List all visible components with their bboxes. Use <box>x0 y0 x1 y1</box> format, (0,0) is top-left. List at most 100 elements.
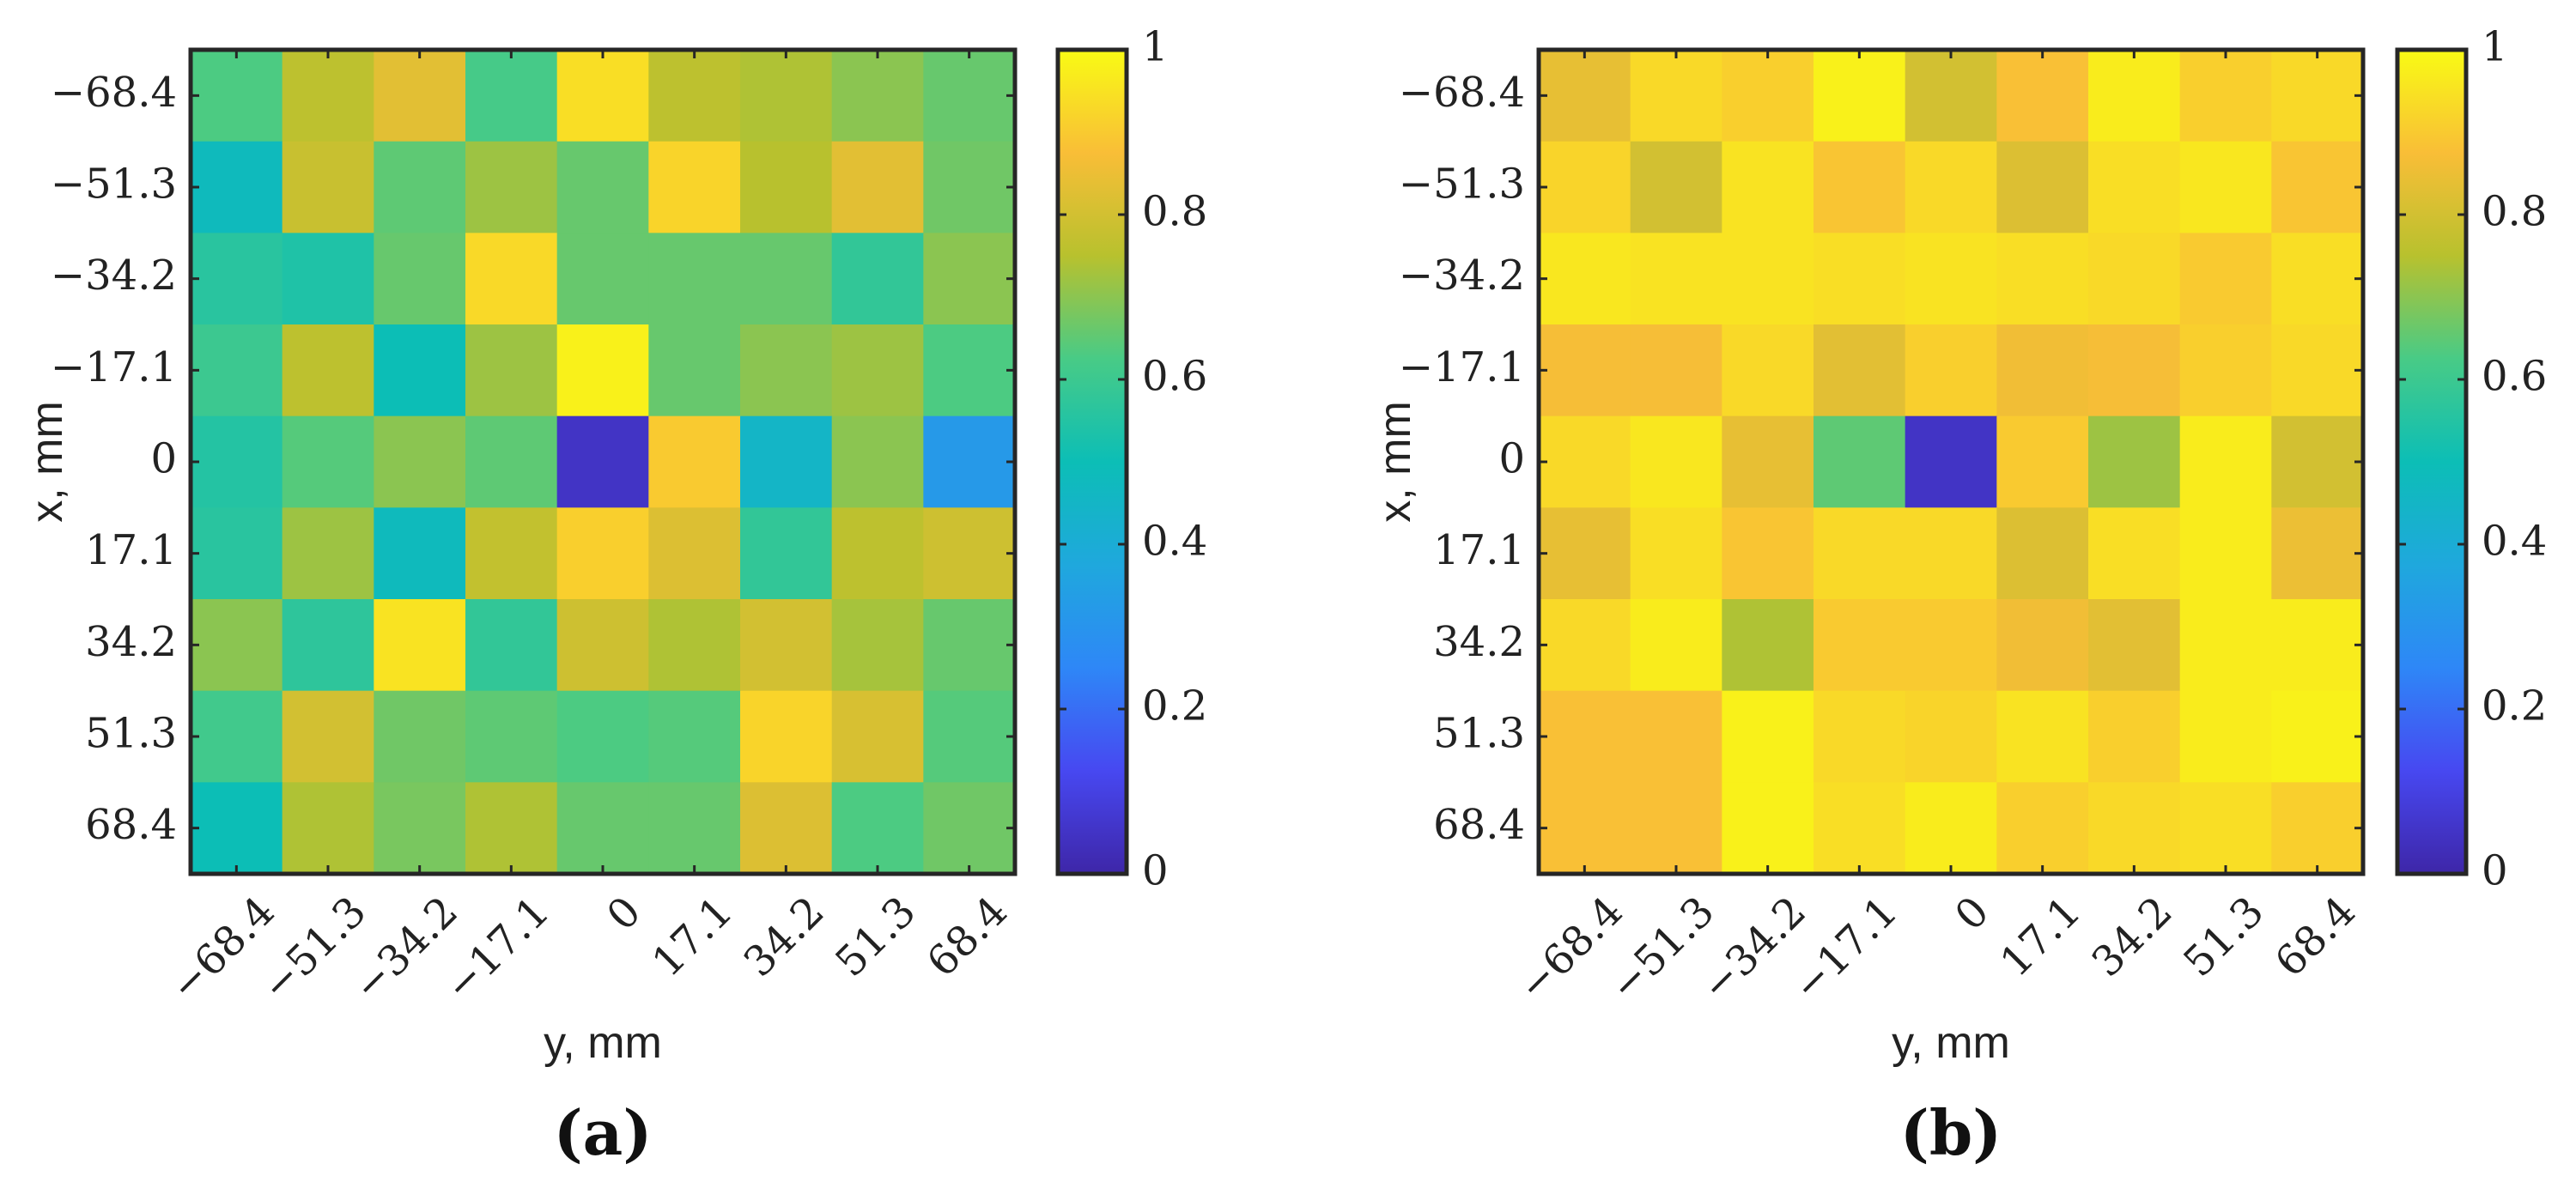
heatmap-cell <box>1814 50 1906 142</box>
heatmap-cell <box>2179 141 2272 233</box>
heatmap-cell <box>740 415 833 508</box>
heatmap-cell <box>648 690 741 783</box>
heatmap-cell <box>2271 50 2364 142</box>
heatmap-cell <box>923 690 1016 783</box>
heatmap-cell <box>1722 599 1814 692</box>
heatmap-cell <box>1539 782 1631 875</box>
heatmap-cell <box>1996 782 2089 875</box>
heatmap-cell <box>1630 50 1722 142</box>
heatmap-cell <box>2271 599 2364 692</box>
colorbar-tick-label: 0.8 <box>1142 188 1207 236</box>
x-tick-label: −34.2 <box>343 888 467 1011</box>
y-tick-label: 51.3 <box>85 710 177 758</box>
heatmap-cell <box>1539 599 1631 692</box>
heatmap-cell <box>2271 507 2364 600</box>
x-axis-label: y, mm <box>544 1018 662 1068</box>
colorbar <box>2395 47 2469 876</box>
heatmap-cell <box>1722 415 1814 508</box>
heatmap-cell <box>1905 690 1997 783</box>
heatmap-cell <box>1814 233 1906 325</box>
heatmap-cell <box>648 324 741 417</box>
heatmap-cell <box>282 324 374 417</box>
heatmap-cell <box>374 782 466 875</box>
heatmap-cell <box>556 324 649 417</box>
heatmap-cell <box>740 141 833 233</box>
y-tick-label: −34.2 <box>1399 252 1525 300</box>
heatmap-cell <box>1814 324 1906 417</box>
heatmap-cell <box>1630 690 1722 783</box>
heatmap-cell <box>374 233 466 325</box>
x-tick-label: 0 <box>1946 888 1998 940</box>
heatmap-cell <box>740 690 833 783</box>
y-tick-label: −68.4 <box>51 69 177 117</box>
heatmap-cell <box>1539 324 1631 417</box>
heatmap-cell <box>1722 690 1814 783</box>
heatmap-cell <box>2271 233 2364 325</box>
heatmap-cell <box>1996 507 2089 600</box>
heatmap-cell <box>1722 324 1814 417</box>
heatmap-cell <box>1722 782 1814 875</box>
heatmap-cell <box>2271 415 2364 508</box>
x-tick-label: 68.4 <box>918 888 1017 986</box>
heatmap-cell <box>374 507 466 600</box>
heatmap-cell <box>556 415 649 508</box>
heatmap-cell <box>923 324 1016 417</box>
heatmap-cell <box>740 324 833 417</box>
heatmap-cell <box>923 141 1016 233</box>
panel-label: (b) <box>1900 1096 2002 1169</box>
heatmap-cell <box>740 782 833 875</box>
heatmap-cell <box>1814 690 1906 783</box>
y-axis-label: x, mm <box>22 401 72 523</box>
heatmap-cell <box>1630 141 1722 233</box>
heatmap-cell <box>1630 415 1722 508</box>
heatmap-cell <box>2088 233 2181 325</box>
heatmap-cell <box>465 324 558 417</box>
heatmap-cell <box>1722 141 1814 233</box>
heatmap-cell <box>191 50 283 142</box>
y-tick-label: −68.4 <box>1399 69 1525 117</box>
heatmap-cell <box>2088 782 2181 875</box>
heatmap-cell <box>1814 141 1906 233</box>
heatmap-cell <box>831 782 924 875</box>
heatmap-panel-b: −68.4−51.3−34.2−17.1017.134.251.368.4−68… <box>1370 23 2547 1170</box>
heatmap-cell <box>923 507 1016 600</box>
heatmap-cell <box>1630 599 1722 692</box>
y-tick-label: −51.3 <box>51 161 177 209</box>
heatmap-cell <box>374 690 466 783</box>
heatmap-cell <box>1814 782 1906 875</box>
heatmap-cell <box>1539 415 1631 508</box>
x-tick-label: −34.2 <box>1692 888 1815 1011</box>
heatmap-cell <box>282 690 374 783</box>
heatmap-cell <box>2271 690 2364 783</box>
heatmap-cell <box>923 782 1016 875</box>
heatmap-cell <box>556 599 649 692</box>
heatmap-cell <box>1905 782 1997 875</box>
x-tick-label: 51.3 <box>826 888 925 986</box>
heatmap-cell <box>191 141 283 233</box>
x-tick-label: −51.3 <box>252 888 376 1011</box>
x-tick-label: −51.3 <box>1601 888 1724 1011</box>
heatmap-cell <box>1905 50 1997 142</box>
heatmap-cell <box>374 599 466 692</box>
y-tick-label: 51.3 <box>1433 710 1525 758</box>
heatmap-cell <box>282 50 374 142</box>
x-tick-label: −17.1 <box>435 888 559 1011</box>
x-tick-label: 34.2 <box>735 888 834 986</box>
colorbar-tick-label: 0.4 <box>2482 518 2547 566</box>
heatmap-cell <box>831 599 924 692</box>
heatmap-cell <box>282 507 374 600</box>
heatmap-cell <box>2179 415 2272 508</box>
heatmap-cell <box>2088 599 2181 692</box>
x-tick-label: 17.1 <box>643 888 742 986</box>
heatmap-cell <box>2088 141 2181 233</box>
heatmap-cell <box>2179 599 2272 692</box>
y-tick-label: 34.2 <box>1433 618 1525 666</box>
colorbar <box>1055 47 1129 876</box>
heatmap-cell <box>648 233 741 325</box>
heatmap-cell <box>1905 415 1997 508</box>
heatmap-cell <box>556 50 649 142</box>
heatmap-cell <box>1630 233 1722 325</box>
heatmap-cell <box>556 141 649 233</box>
heatmap-cell <box>465 233 558 325</box>
